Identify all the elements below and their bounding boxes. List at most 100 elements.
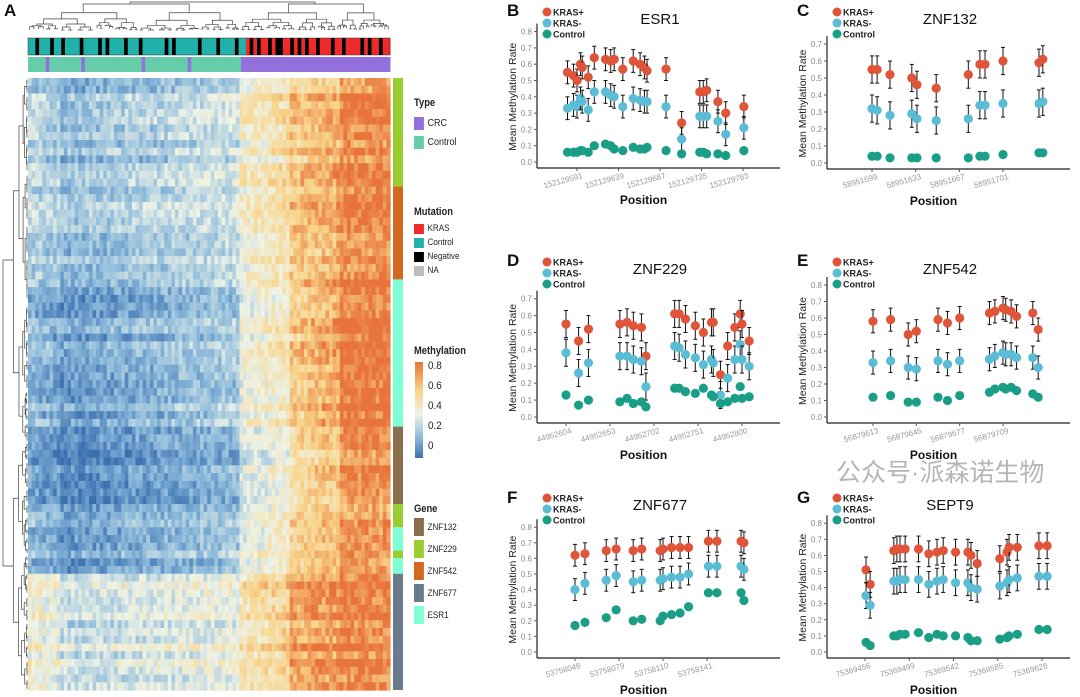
heatmap-cell xyxy=(368,442,373,451)
heatmap-cell xyxy=(81,217,86,226)
heatmap-cell xyxy=(124,287,129,296)
heatmap-cell xyxy=(350,178,355,188)
heatmap-cell xyxy=(149,418,155,428)
heatmap-cell xyxy=(264,232,269,242)
heatmap-cell xyxy=(221,434,226,443)
heatmap-cell xyxy=(60,116,65,126)
heatmap-cell xyxy=(142,155,147,164)
heatmap-cell xyxy=(74,310,79,319)
heatmap-cell xyxy=(164,186,169,195)
heatmap-cell xyxy=(160,256,165,265)
heatmap-cell xyxy=(346,318,352,327)
heatmap-cell xyxy=(271,147,276,157)
heatmap-cell xyxy=(357,201,362,211)
heatmap-cell xyxy=(28,225,33,234)
heatmap-cell xyxy=(350,170,355,180)
heatmap-cell xyxy=(354,356,359,366)
heatmap-cell xyxy=(303,139,309,149)
heatmap-cell xyxy=(339,349,345,358)
heatmap-cell xyxy=(246,449,251,459)
heatmap-cell xyxy=(164,101,169,110)
heatmap-cell xyxy=(38,225,43,234)
heatmap-cell xyxy=(117,349,122,358)
heatmap-cell xyxy=(178,116,183,126)
heatmap-cell xyxy=(31,380,36,389)
heatmap-cell xyxy=(314,325,319,335)
heatmap-cell xyxy=(221,442,226,451)
heatmap-cell xyxy=(106,225,112,234)
heatmap-cell xyxy=(171,232,176,242)
heatmap-cell xyxy=(336,418,341,428)
heatmap-cell xyxy=(28,116,33,126)
heatmap-cell xyxy=(99,209,104,219)
heatmap-cell xyxy=(275,240,280,250)
heatmap-cell xyxy=(325,380,330,389)
heatmap-cell xyxy=(164,232,169,242)
heatmap-cell xyxy=(364,403,370,412)
heatmap-cell xyxy=(103,380,108,389)
heatmap-cell xyxy=(131,178,137,188)
heatmap-cell xyxy=(131,209,137,219)
heatmap-cell xyxy=(311,85,316,95)
heatmap-cell xyxy=(307,163,312,172)
heatmap-cell xyxy=(300,387,305,397)
heatmap-cell xyxy=(243,163,248,172)
heatmap-cell xyxy=(214,411,219,420)
heatmap-cell xyxy=(142,186,147,195)
heatmap-cell xyxy=(139,209,144,219)
heatmap-cell xyxy=(157,287,162,296)
heatmap-cell xyxy=(307,78,312,87)
heatmap-cell xyxy=(31,349,36,358)
heatmap-cell xyxy=(243,78,248,87)
heatmap-cell xyxy=(214,186,219,195)
heatmap-cell xyxy=(268,341,273,350)
heatmap-cell xyxy=(121,395,126,404)
heatmap-cell xyxy=(232,170,237,180)
heatmap-cell xyxy=(139,178,144,188)
heatmap-cell xyxy=(189,93,194,102)
heatmap-cell xyxy=(207,240,212,250)
heatmap-cell xyxy=(38,364,43,373)
heatmap-cell xyxy=(56,85,61,95)
heatmap-cell xyxy=(99,325,104,335)
heatmap-cell xyxy=(275,139,280,149)
heatmap-cell xyxy=(207,256,212,265)
heatmap-cell xyxy=(286,333,291,342)
heatmap-cell xyxy=(246,225,251,234)
heatmap-cell xyxy=(124,147,129,157)
heatmap-cell xyxy=(117,294,122,304)
heatmap-cell xyxy=(38,442,43,451)
heatmap-cell xyxy=(314,287,319,296)
heatmap-cell xyxy=(264,418,269,428)
heatmap-cell xyxy=(42,248,47,257)
heatmap-cell xyxy=(139,395,144,404)
heatmap-cell xyxy=(124,325,129,335)
heatmap-cell xyxy=(293,442,298,451)
heatmap-cell xyxy=(314,78,319,87)
heatmap-cell xyxy=(200,248,205,257)
heatmap-cell xyxy=(153,271,158,281)
heatmap-cell xyxy=(339,364,345,373)
heatmap-cell xyxy=(160,263,165,273)
heatmap-cell xyxy=(293,341,298,350)
heatmap-cell xyxy=(232,442,237,451)
heatmap-cell xyxy=(357,217,362,226)
heatmap-cell xyxy=(185,108,190,118)
heatmap-cell xyxy=(246,333,251,342)
heatmap-cell xyxy=(63,85,69,95)
heatmap-cell xyxy=(99,263,104,273)
heatmap-cell xyxy=(250,178,255,188)
heatmap-cell xyxy=(99,442,104,451)
heatmap-cell xyxy=(257,240,262,250)
heatmap-cell xyxy=(31,271,36,281)
heatmap-cell xyxy=(157,457,162,466)
heatmap-cell xyxy=(243,93,248,102)
heatmap-cell xyxy=(275,124,280,133)
heatmap-cell xyxy=(149,186,155,195)
heatmap-cell xyxy=(81,101,86,110)
heatmap-cell xyxy=(149,341,155,350)
heatmap-cell xyxy=(78,310,83,319)
heatmap-cell xyxy=(139,186,144,195)
heatmap-cell xyxy=(221,163,226,172)
heatmap-cell xyxy=(28,310,33,319)
